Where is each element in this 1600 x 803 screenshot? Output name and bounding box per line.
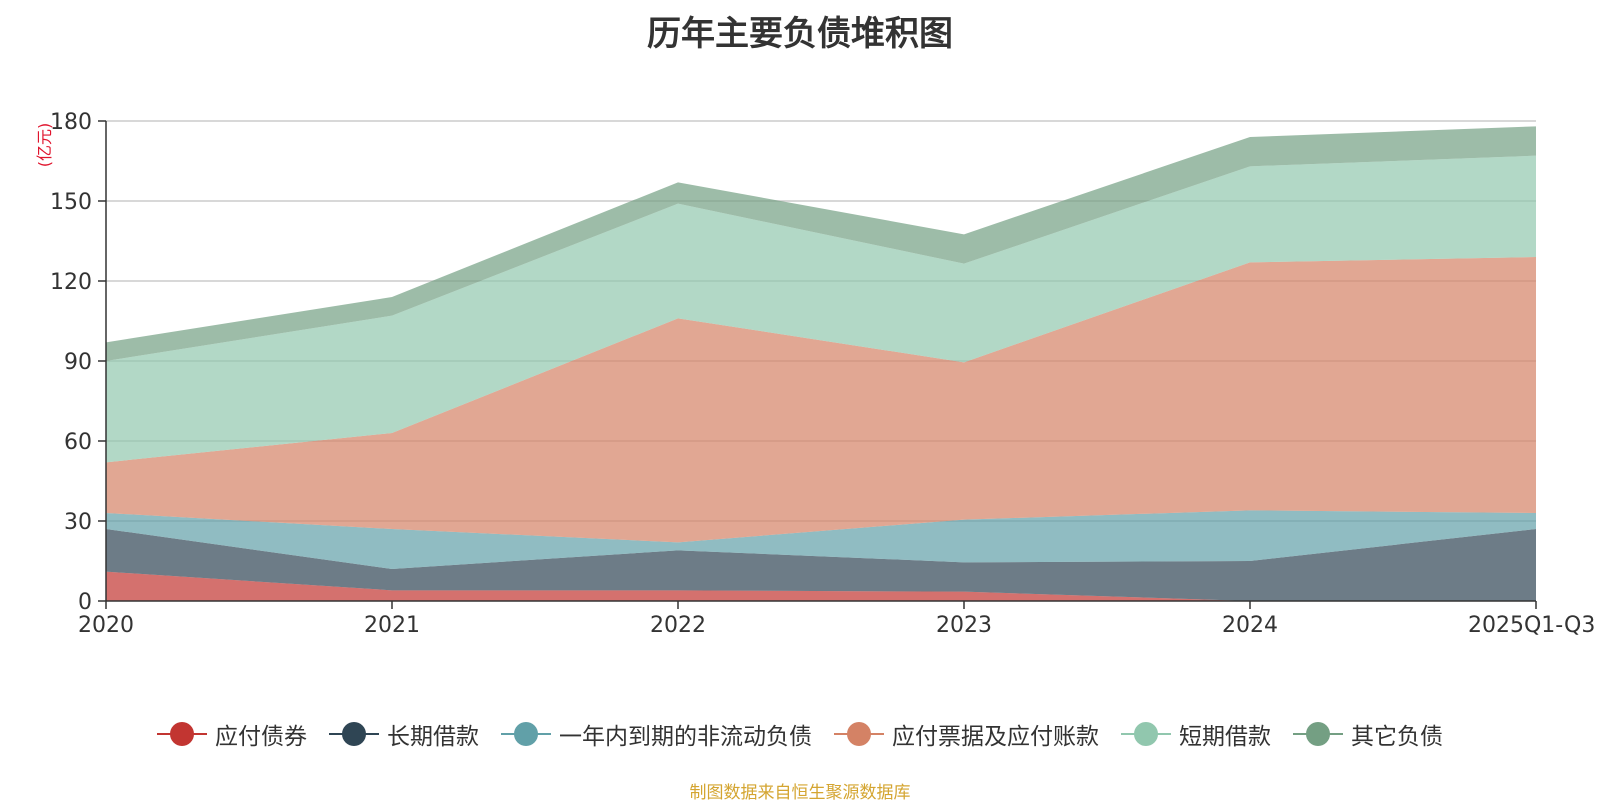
legend-label: 一年内到期的非流动负债 — [559, 724, 812, 750]
legend-marker-icon — [157, 722, 207, 746]
area-series — [106, 126, 1536, 601]
legend-marker-icon — [501, 722, 551, 746]
area-5 — [106, 126, 1536, 361]
x-tick-label: 2024 — [1222, 613, 1278, 638]
legend-item[interactable]: 短期借款 — [1121, 717, 1271, 751]
y-tick-label: 180 — [50, 110, 92, 135]
y-tick-label: 0 — [78, 590, 92, 615]
legend-item[interactable]: 应付债券 — [157, 717, 307, 751]
legend-label: 其它负债 — [1351, 724, 1443, 750]
legend-marker-icon — [1121, 722, 1171, 746]
y-tick-label: 60 — [64, 430, 92, 455]
chart-title: 历年主要负债堆积图 — [647, 14, 953, 54]
legend-label: 应付债券 — [215, 724, 307, 750]
area-2 — [106, 510, 1536, 569]
legend-label: 长期借款 — [387, 724, 479, 750]
x-tick-label: 2025Q1-Q3 — [1468, 613, 1595, 638]
y-tick-label: 90 — [64, 350, 92, 375]
legend-label: 应付票据及应付账款 — [892, 724, 1099, 750]
legend-item[interactable]: 应付票据及应付账款 — [834, 717, 1099, 751]
x-tick-label: 2022 — [650, 613, 706, 638]
area-0 — [106, 571, 1536, 601]
chart-legend: 应付债券 长期借款 一年内到期的非流动负债 应付票据及应付账款 短期借款 其它负债 — [0, 716, 1600, 752]
x-tick-label: 2021 — [364, 613, 420, 638]
legend-label: 短期借款 — [1179, 724, 1271, 750]
y-tick-label: 150 — [50, 190, 92, 215]
legend-marker-icon — [1293, 722, 1343, 746]
x-tick-label: 2020 — [78, 613, 134, 638]
legend-item[interactable]: 一年内到期的非流动负债 — [501, 717, 812, 751]
area-3 — [106, 257, 1536, 543]
source-note: 制图数据来自恒生聚源数据库 — [689, 783, 911, 803]
legend-item[interactable]: 长期借款 — [329, 717, 479, 751]
legend-marker-icon — [834, 722, 884, 746]
y-tick-label: 30 — [64, 510, 92, 535]
y-tick-label: 120 — [50, 270, 92, 295]
x-tick-label: 2023 — [936, 613, 992, 638]
area-4 — [106, 155, 1536, 463]
axes: 0 30 60 90 120 150 180 2020 2021 2022 2023 2024 2025… — [50, 110, 1595, 638]
legend-marker-icon — [329, 722, 379, 746]
y-axis-unit-label: (亿元) — [35, 123, 54, 168]
area-1 — [106, 529, 1536, 601]
legend-item[interactable]: 其它负债 — [1293, 717, 1443, 751]
